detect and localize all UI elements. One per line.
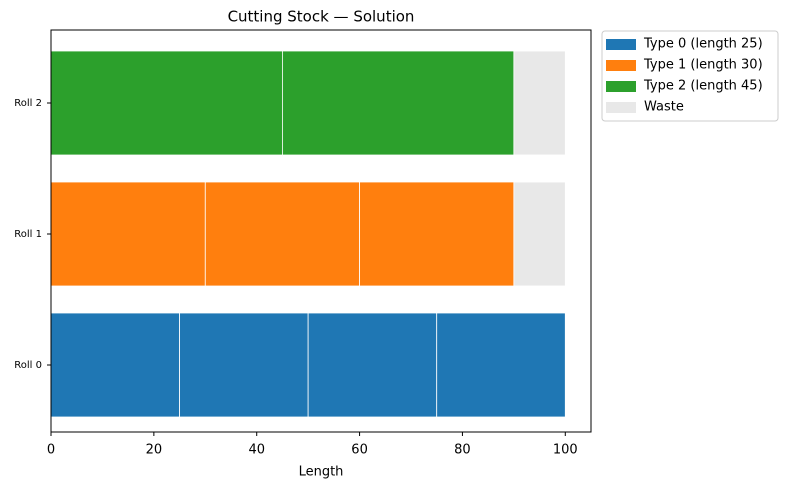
x-tick-label: 60 [351,443,368,458]
legend-label: Waste [644,100,684,115]
x-axis-label: Length [299,465,344,480]
bar-segment [204,181,360,287]
legend-swatch [606,102,636,113]
bar-segment [513,181,566,287]
x-tick-label: 80 [454,443,471,458]
x-tick-label: 40 [248,443,265,458]
bar-segment [50,50,283,156]
bar-segment [307,312,438,418]
y-tick-label: Roll 2 [14,98,42,109]
bar-segment [50,181,206,287]
legend-label: Type 0 (length 25) [643,37,763,52]
x-tick-label: 100 [553,443,578,458]
bar-segment [179,312,309,418]
bar-segment [282,50,515,156]
chart-title: Cutting Stock — Solution [228,8,415,26]
x-tick-label: 20 [146,443,163,458]
plot-frame [50,29,592,433]
bar-segment [436,312,566,418]
legend-label: Type 2 (length 45) [643,79,763,94]
y-tick-label: Roll 0 [14,360,42,371]
bar-segment [359,181,515,287]
legend-swatch [606,39,636,50]
bar-segment [50,312,180,418]
y-tick-label: Roll 1 [14,229,42,240]
legend-label: Type 1 (length 30) [643,58,763,73]
x-tick-label: 0 [47,443,55,458]
legend-frame [601,30,779,122]
bar-segment [513,50,566,156]
legend-swatch [606,81,636,92]
legend-swatch [606,60,636,71]
